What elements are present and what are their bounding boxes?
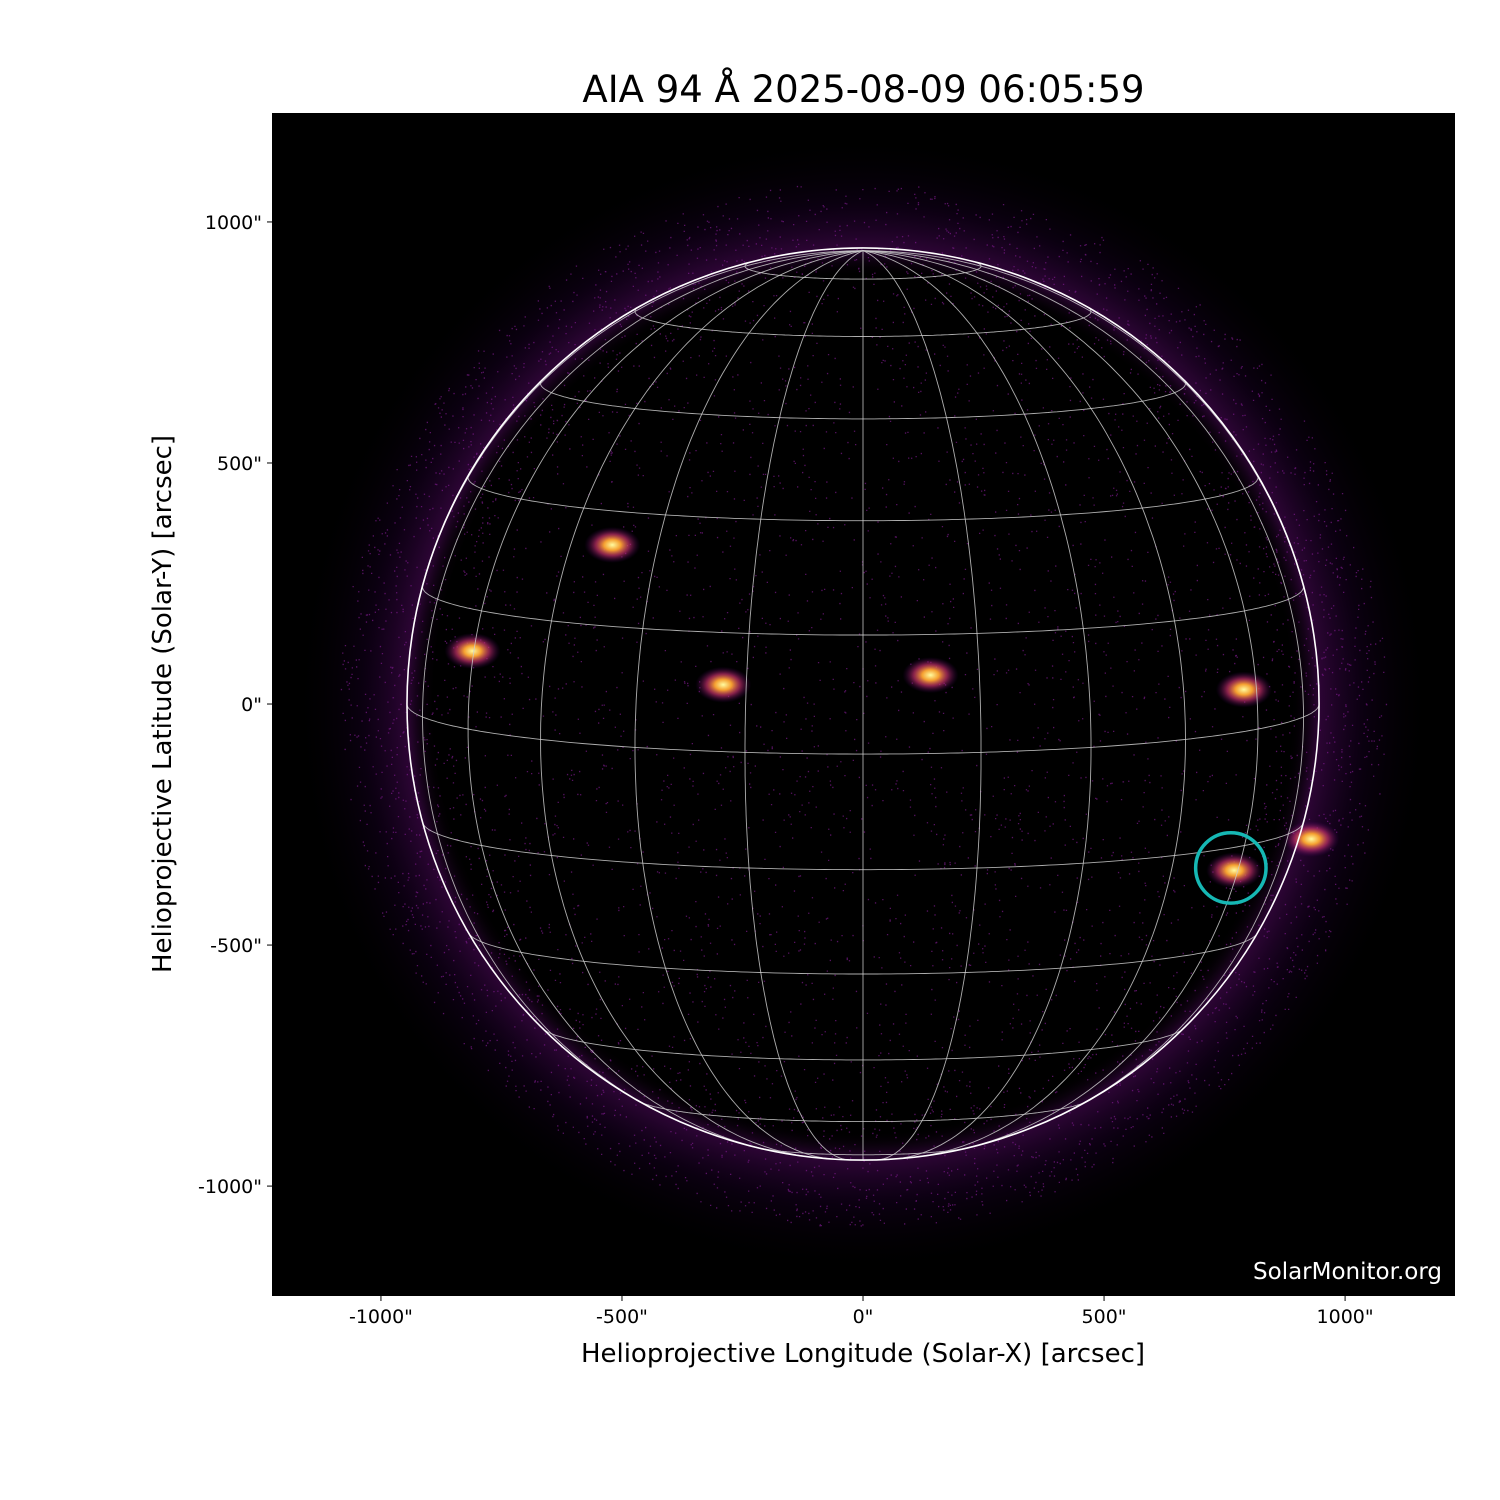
active-region [695, 666, 752, 703]
active-region [1283, 820, 1340, 857]
meridian-line [862, 250, 1092, 1160]
meridian-line [634, 250, 864, 1160]
active-region [1206, 852, 1263, 889]
meridian-line [422, 250, 864, 1124]
x-tick-label: 0" [853, 1306, 874, 1328]
x-tick-label: -500" [596, 1306, 648, 1328]
y-tick-label: 500" [217, 453, 262, 475]
y-axis-label: Helioprojective Latitude (Solar-Y) [arcs… [148, 435, 178, 973]
meridian-line [467, 250, 864, 1152]
meridian-line [862, 250, 1186, 1158]
watermark: SolarMonitor.org [1253, 1259, 1442, 1285]
meridian-line [744, 250, 864, 1161]
y-tick-label: 0" [241, 694, 262, 716]
x-tick-label: 500" [1082, 1306, 1127, 1328]
meridian-line [862, 250, 1259, 1152]
parallel-line [406, 703, 1320, 755]
parallel-line [542, 1028, 1184, 1061]
x-axis-label: Helioprojective Longitude (Solar-X) [arc… [581, 1339, 1145, 1369]
meridian-line [540, 250, 864, 1158]
parallel-line [422, 822, 1304, 871]
active-region [1215, 671, 1272, 708]
active-region [902, 657, 959, 694]
parallel-line [639, 1101, 1087, 1123]
active-region [444, 632, 501, 669]
y-tick-label: 1000" [205, 212, 262, 234]
parallel-line [467, 474, 1259, 522]
parallel-line [540, 379, 1186, 420]
parallel-line [468, 933, 1258, 975]
highlight-circle [1193, 830, 1268, 905]
solar-limb [406, 247, 1320, 1161]
parallel-line [422, 585, 1304, 636]
x-tick-label: 1000" [1317, 1306, 1374, 1328]
parallel-line [755, 1146, 971, 1156]
y-tick-label: -500" [210, 935, 262, 957]
parallel-line [634, 306, 1092, 337]
chart-title: AIA 94 Å 2025-08-09 06:05:59 [582, 68, 1145, 111]
parallel-line [744, 260, 982, 280]
active-region [584, 526, 641, 563]
meridian-line [862, 250, 982, 1161]
meridian-line [862, 250, 1304, 1124]
y-tick-label: -1000" [198, 1176, 262, 1198]
x-tick-label: -1000" [349, 1306, 413, 1328]
